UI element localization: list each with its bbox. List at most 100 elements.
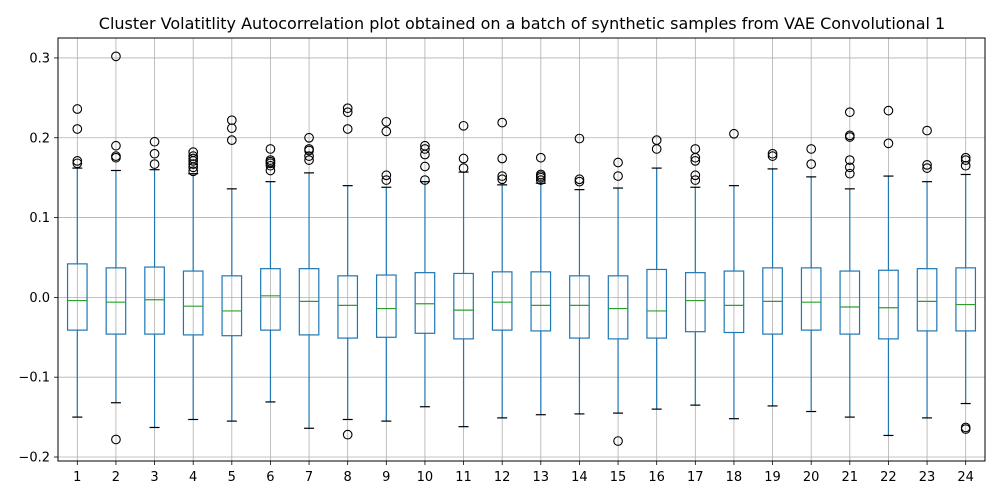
x-tick-label: 6 [266,470,274,485]
outlier-point [149,159,160,169]
box-22 [878,105,899,437]
box-iqr [491,271,513,331]
outlier-point [265,144,276,154]
outlier-point [420,175,430,185]
outlier-point [535,169,546,180]
outlier-point [690,144,701,154]
outlier-point [342,124,353,134]
x-tick-label: 12 [494,470,511,485]
outlier-point [613,171,623,181]
x-tick-label: 11 [455,470,472,485]
box-iqr [105,267,127,335]
box-iqr [144,266,165,335]
x-tick-label: 20 [803,470,820,485]
x-tick-label: 2 [112,470,120,485]
outlier-point [574,176,585,187]
x-tick-label: 4 [189,470,197,485]
box-11 [453,120,474,428]
box-iqr [375,274,397,338]
outlier-point [149,136,160,147]
box-iqr [66,263,88,331]
outlier-point [111,140,121,151]
x-tick-label: 7 [305,470,313,485]
box-iqr [337,275,359,339]
outlier-point [806,144,817,154]
box-iqr [916,268,938,332]
box-19 [762,148,783,407]
x-tick-label: 18 [726,470,743,485]
outlier-point [265,160,276,171]
box-10 [414,140,436,408]
box-iqr [607,275,629,340]
outlier-point [922,160,932,170]
x-tick-label: 1 [73,470,81,485]
outlier-point [188,151,199,161]
outlier-point [458,153,469,164]
outlier-point [844,107,855,118]
outlier-point [381,175,392,185]
box-iqr [839,270,861,335]
outlier-point [188,166,199,177]
box-iqr [530,271,552,332]
box-21 [839,107,861,418]
outlier-point [497,174,508,185]
outlier-point [188,159,199,169]
box-16 [646,135,668,410]
outlier-point [729,128,739,139]
x-tick-label: 17 [687,470,704,485]
outlier-point [458,120,469,131]
outlier-point [458,163,469,173]
box-14 [569,133,590,415]
y-tick-label: 0.0 [29,291,50,306]
outlier-point [690,175,701,185]
outlier-point [497,117,508,128]
x-tick-label: 13 [533,470,550,485]
outlier-point [72,158,83,169]
box-iqr [878,269,899,340]
box-iqr [414,272,436,334]
box-iqr [221,275,243,337]
x-tick-label: 19 [764,470,781,485]
outlier-point [342,103,353,114]
x-tick-label: 10 [417,470,434,485]
outlier-point [304,151,314,161]
outlier-point [265,155,276,165]
outlier-point [304,144,314,154]
outlier-point [960,160,971,171]
outlier-point [690,156,701,166]
outlier-point [342,429,353,440]
box-3 [144,136,165,429]
outlier-point [883,138,894,149]
outlier-point [844,155,855,165]
grid [58,38,985,461]
x-tick-label: 3 [150,470,158,485]
outlier-point [574,174,585,185]
outlier-point [149,148,160,159]
x-tick-label: 16 [648,470,665,485]
outlier-point [651,135,662,146]
outlier-point [381,126,392,137]
box-2 [105,51,127,445]
box-18 [723,128,745,420]
box-23 [916,125,938,419]
plot-frame [57,37,986,462]
box-8 [337,103,359,440]
outlier-point [72,156,83,166]
box-4 [182,147,204,421]
y-tick-label: 0.2 [29,131,50,146]
outlier-point [342,107,353,118]
x-tick-label: 23 [919,470,936,485]
outlier-point [922,163,932,173]
box-12 [491,117,513,419]
outlier-point [844,168,855,179]
outlier-point [806,159,817,169]
box-iqr [260,268,281,331]
outlier-point [960,424,971,434]
outlier-point [420,140,430,151]
axes: −0.2−0.10.00.10.20.31 2 3 4 5 6 7 8 9 10 11 12 13 14 1… [18,37,986,485]
box-iqr [182,270,204,336]
box-5 [221,115,243,422]
outlier-point [304,132,314,143]
y-tick-label: −0.1 [18,371,50,386]
